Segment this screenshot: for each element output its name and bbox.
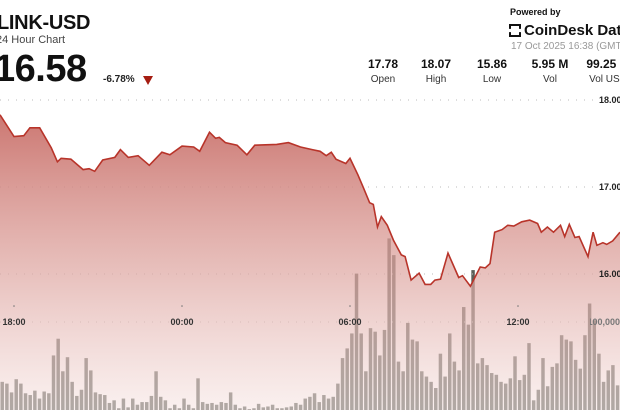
y-tick-label: 16.00 xyxy=(599,269,620,279)
x-tick-marks xyxy=(13,305,519,307)
stat-vol: 5.95 M Vol xyxy=(522,57,578,85)
stat-value: 5.95 M xyxy=(531,57,569,71)
y-tick-label: 17.00 xyxy=(599,182,620,192)
logo-text: CoinDesk Data xyxy=(524,22,620,39)
symbol-title: LINK-USD xyxy=(0,12,91,34)
powered-by-label: Powered by xyxy=(510,7,561,17)
stat-label: Vol USD xyxy=(589,74,620,85)
stat-label: Open xyxy=(370,74,396,85)
x-tick-label: 06:00 xyxy=(338,317,362,327)
current-price: 16.58 xyxy=(0,48,87,90)
stat-label: Vol xyxy=(543,74,557,85)
triangle-down-icon xyxy=(143,76,153,85)
stat-value: 99.25 M xyxy=(586,57,620,71)
stat-vol-usd: 99.25 M Vol USD xyxy=(580,57,620,85)
x-tick-mark xyxy=(181,305,183,307)
stat-high: 18.07 High xyxy=(408,57,464,85)
volume-axis-label: 100,000 xyxy=(590,317,620,327)
price-area-fill xyxy=(0,114,620,410)
stat-label: Low xyxy=(482,74,502,85)
y-tick-label: 18.00 xyxy=(599,95,620,105)
x-tick-label: 00:00 xyxy=(170,317,194,327)
stat-value: 18.07 xyxy=(420,57,452,71)
coindesk-logo-icon xyxy=(509,24,521,37)
x-tick-label: 12:00 xyxy=(506,317,530,327)
chart-subtitle: 24 Hour Chart xyxy=(0,34,66,46)
x-tick-mark xyxy=(517,305,519,307)
stat-low: 15.86 Low xyxy=(464,57,520,85)
timestamp: 17 Oct 2025 16:38 (GMT xyxy=(511,41,620,52)
stat-open: 17.78 Open xyxy=(355,57,411,85)
price-line xyxy=(0,114,620,288)
price-change: -6.78% xyxy=(103,74,135,85)
x-tick-mark xyxy=(13,305,15,307)
stat-value: 15.86 xyxy=(476,57,508,71)
stat-value: 17.78 xyxy=(367,57,399,71)
coindesk-data-logo[interactable]: CoinDesk Data xyxy=(509,22,620,39)
stat-label: High xyxy=(425,74,447,85)
x-tick-mark xyxy=(349,305,351,307)
x-tick-label: 18:00 xyxy=(2,317,26,327)
